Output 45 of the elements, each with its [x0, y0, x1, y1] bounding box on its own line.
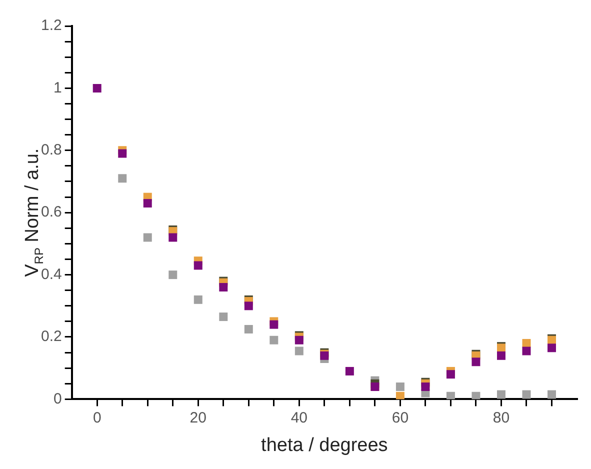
point: [118, 149, 127, 158]
point: [92, 84, 102, 92]
point: [522, 338, 531, 348]
y-tick-label: 0.4: [40, 266, 62, 283]
point: [548, 390, 556, 399]
y-tick-label: 0.2: [40, 328, 62, 346]
y-tick-label: 1.2: [40, 17, 62, 34]
x-tick-label: 20: [190, 409, 206, 426]
point: [194, 261, 202, 270]
point: [270, 336, 278, 344]
x-axis-title: theta / degrees: [261, 434, 388, 456]
point: [396, 392, 404, 400]
point: [143, 199, 152, 208]
point: [194, 295, 202, 304]
point: [118, 174, 127, 183]
point: [168, 233, 178, 242]
point: [270, 320, 278, 329]
point: [522, 346, 531, 356]
point: [446, 392, 455, 400]
point: [219, 283, 228, 292]
point: [294, 336, 304, 344]
point: [244, 324, 253, 334]
point: [472, 358, 480, 366]
y-tick-label: 0.8: [40, 142, 62, 159]
point: [496, 390, 506, 399]
point: [345, 366, 354, 376]
x-tick-label: 80: [492, 409, 510, 426]
point: [522, 390, 531, 399]
point: [168, 270, 178, 280]
x-tick-label: 60: [392, 409, 409, 426]
x-tick-label: 0: [92, 409, 102, 426]
y-tick-label: 1: [54, 79, 62, 96]
x-tick-label: 40: [290, 409, 308, 426]
point: [219, 312, 228, 322]
point: [421, 382, 430, 392]
point: [548, 344, 556, 352]
point: [446, 370, 455, 379]
point: [496, 351, 506, 360]
y-tick-label: 0: [54, 390, 62, 408]
point: [472, 392, 480, 400]
point: [396, 382, 404, 392]
y-tick-label: 0.6: [40, 204, 62, 221]
point: [294, 346, 304, 356]
point: [143, 233, 152, 242]
point: [244, 302, 253, 310]
